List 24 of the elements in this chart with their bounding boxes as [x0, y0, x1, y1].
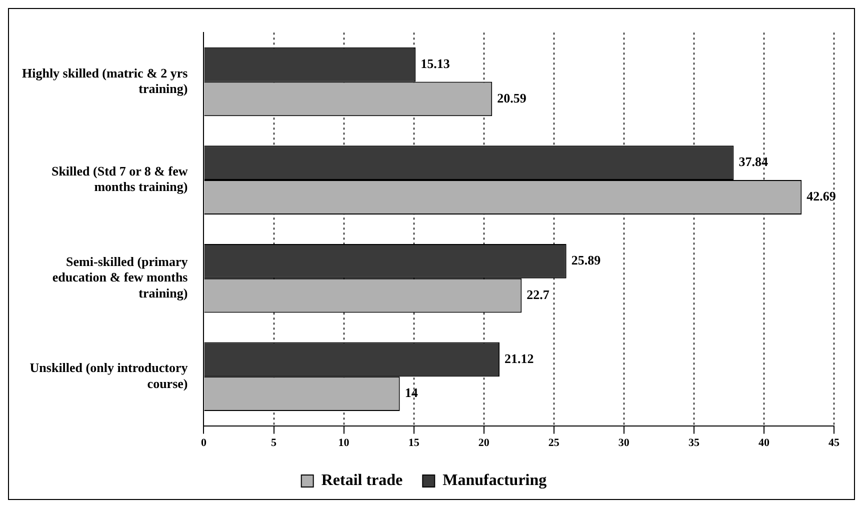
x-tick-label: 0	[200, 437, 207, 450]
x-tick-label: 5	[271, 437, 278, 450]
x-tick-label: 15	[408, 437, 420, 450]
x-tick-label: 35	[688, 437, 700, 450]
x-tick-label: 30	[618, 437, 630, 450]
x-tick-label: 40	[758, 437, 770, 450]
x-tick-label: 25	[548, 437, 560, 450]
data-label: 37.84	[738, 154, 768, 170]
data-label: 21.12	[504, 350, 534, 366]
legend-label: Manufacturing	[442, 472, 547, 490]
x-tick-label: 10	[338, 437, 350, 450]
data-label: 25.89	[571, 252, 602, 268]
x-tick-label: 20	[478, 437, 490, 450]
y-tick-label: Highly skilled (matric & 2 yrs training)	[22, 65, 188, 96]
y-tick-label: Semi-skilled (primary education & few months training)	[52, 254, 188, 300]
y-tick-label: Skilled (Std 7 or 8 & few months training)	[51, 164, 188, 194]
data-label: 14	[404, 385, 418, 400]
x-tick-label: 45	[828, 437, 840, 450]
data-label: 15.13	[420, 56, 450, 71]
legend-label: Retail trade	[321, 472, 403, 490]
data-label: 20.59	[497, 90, 527, 106]
y-tick-label: Unskilled (only introductory course)	[30, 360, 188, 391]
data-label: 42.69	[806, 188, 836, 204]
data-label: 22.7	[526, 286, 550, 302]
